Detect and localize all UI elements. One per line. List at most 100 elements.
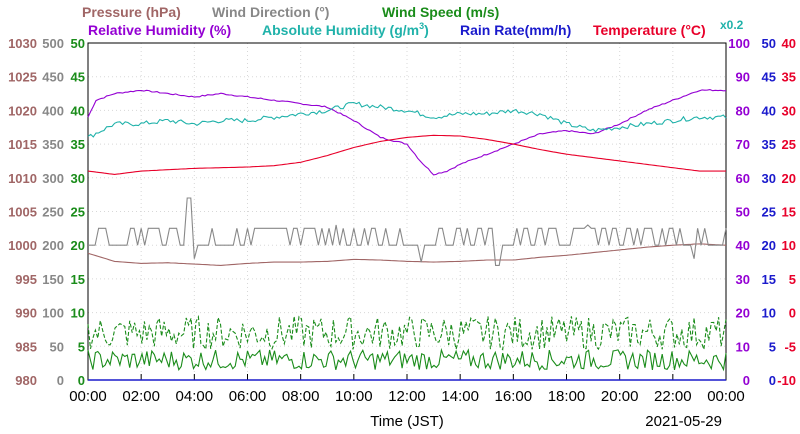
temperature-tick-label: 15 <box>782 205 796 220</box>
rain-tick-label: 0 <box>769 373 776 388</box>
x-tick-label: 10:00 <box>335 388 373 405</box>
wind-speed-header: Wind Speed (m/s) <box>382 4 499 20</box>
temperature-tick-label: -5 <box>784 339 796 354</box>
x-tick-label: 12:00 <box>388 388 426 405</box>
x-tick-label: 18:00 <box>548 388 586 405</box>
humidity-tick-label: 50 <box>736 205 750 220</box>
temperature-tick-label: 30 <box>782 103 796 118</box>
pressure-tick-label: 995 <box>15 272 37 287</box>
wind-direction-tick-label: 200 <box>42 238 64 253</box>
wind-speed-tick-label: 25 <box>71 205 85 220</box>
pressure-tick-label: 1020 <box>8 103 37 118</box>
series-group <box>87 89 727 381</box>
wind-direction-tick-label: 100 <box>42 306 64 321</box>
wind-speed-tick-label: 5 <box>78 339 85 354</box>
temperature-tick-label: 20 <box>782 171 796 186</box>
humidity-tick-label: 40 <box>736 238 750 253</box>
temperature-tick-label: 5 <box>789 272 796 287</box>
humidity-header: Relative Humidity (%) <box>88 22 231 38</box>
rain-tick-label: 20 <box>762 238 776 253</box>
temperature-axis: 40 35 30 25 20 15 10 5 0 -5 -10 <box>777 36 796 388</box>
grid <box>88 43 726 380</box>
pressure-tick-label: 1015 <box>8 137 37 152</box>
wind-speed-tick-label: 35 <box>71 137 85 152</box>
x-tick-label: 04:00 <box>176 388 214 405</box>
rain-tick-label: 15 <box>762 272 776 287</box>
rain-tick-label: 10 <box>762 306 776 321</box>
humidity-tick-label: 90 <box>736 70 750 85</box>
series-line-wind-speed <box>87 347 727 372</box>
temperature-header: Temperature (°C) <box>593 22 706 38</box>
humidity-tick-label: 20 <box>736 306 750 321</box>
rain-tick-label: 50 <box>762 36 776 51</box>
humidity-tick-label: 70 <box>736 137 750 152</box>
rain-tick-label: 5 <box>769 339 776 354</box>
wind-speed-tick-label: 0 <box>78 373 85 388</box>
x-tick-label: 00:00 <box>69 388 107 405</box>
rain-tick-label: 35 <box>762 137 776 152</box>
temperature-tick-label: 40 <box>782 36 796 51</box>
wind-speed-tick-label: 20 <box>71 238 85 253</box>
wind-direction-tick-label: 250 <box>42 205 64 220</box>
x-tick-label: 08:00 <box>282 388 320 405</box>
pressure-axis: 1030 1025 1020 1015 1010 1005 1000 995 990 985 980 <box>8 36 37 388</box>
wind-direction-tick-label: 0 <box>57 373 64 388</box>
x-tick-label: 06:00 <box>229 388 267 405</box>
x-axis-label: Time (JST) <box>370 413 444 430</box>
series-line-temperature <box>87 134 726 175</box>
wind-direction-header: Wind Direction (°) <box>212 4 329 20</box>
x-tick-label: 02:00 <box>122 388 160 405</box>
humidity-tick-label: 60 <box>736 171 750 186</box>
date-label: 2021-05-29 <box>645 413 722 430</box>
pressure-tick-label: 1030 <box>8 36 37 51</box>
rain-tick-label: 45 <box>762 70 776 85</box>
wind-direction-tick-label: 50 <box>50 339 64 354</box>
temperature-tick-label: -10 <box>777 373 796 388</box>
humidity-tick-label: 10 <box>736 339 750 354</box>
pressure-header: Pressure (hPa) <box>82 4 181 20</box>
x-tick-label: 16:00 <box>495 388 533 405</box>
rain-tick-label: 25 <box>762 205 776 220</box>
rain-header: Rain Rate(mm/h) <box>460 22 571 38</box>
wind-direction-tick-label: 300 <box>42 171 64 186</box>
wind-speed-tick-label: 30 <box>71 171 85 186</box>
series-line-abs-humidity <box>87 101 727 138</box>
pressure-tick-label: 1000 <box>8 238 37 253</box>
wind-speed-tick-label: 45 <box>71 70 85 85</box>
pressure-tick-label: 990 <box>15 306 37 321</box>
temperature-tick-label: 10 <box>782 238 796 253</box>
pressure-tick-label: 1005 <box>8 205 37 220</box>
humidity-tick-label: 30 <box>736 272 750 287</box>
abs-humidity-scale: x0.2 <box>720 18 744 32</box>
wind-direction-tick-label: 400 <box>42 103 64 118</box>
x-tick-label: 22:00 <box>654 388 692 405</box>
temperature-tick-label: 35 <box>782 70 796 85</box>
rain-tick-label: 30 <box>762 171 776 186</box>
wind-speed-tick-label: 10 <box>71 306 85 321</box>
temperature-tick-label: 25 <box>782 137 796 152</box>
rain-tick-label: 40 <box>762 103 776 118</box>
abs-humidity-header: Absolute Humidity (g/m3) <box>262 21 429 38</box>
wind-speed-tick-label: 50 <box>71 36 85 51</box>
x-tick-label: 20:00 <box>601 388 639 405</box>
series-line-wind-speed-gust <box>87 314 727 351</box>
wind-direction-tick-label: 500 <box>42 36 64 51</box>
wind-speed-tick-label: 15 <box>71 272 85 287</box>
wind-speed-tick-label: 40 <box>71 103 85 118</box>
wind-direction-tick-label: 450 <box>42 70 64 85</box>
pressure-tick-label: 980 <box>15 373 37 388</box>
x-tick-label: 14:00 <box>441 388 479 405</box>
humidity-tick-label: 100 <box>728 36 750 51</box>
time-axis: 00:00 02:00 04:00 06:00 08:00 10:00 12:00 14:00… <box>69 374 745 405</box>
series-line-wind-direction <box>88 197 727 266</box>
pressure-tick-label: 985 <box>15 339 37 354</box>
series-line-pressure <box>87 243 727 266</box>
pressure-tick-label: 1010 <box>8 171 37 186</box>
humidity-tick-label: 0 <box>743 373 750 388</box>
temperature-tick-label: 0 <box>789 306 796 321</box>
x-tick-label: 00:00 <box>707 388 745 405</box>
